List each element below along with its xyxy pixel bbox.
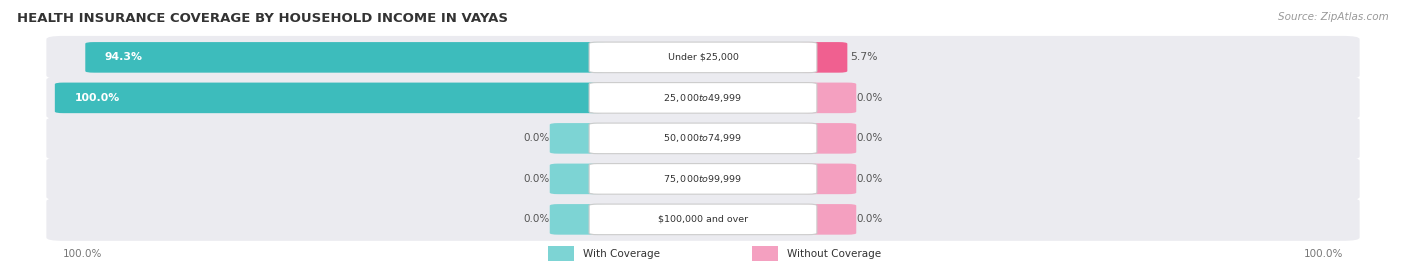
FancyBboxPatch shape [46,36,1360,79]
FancyBboxPatch shape [55,83,606,113]
Text: 0.0%: 0.0% [856,93,883,103]
FancyBboxPatch shape [752,246,778,261]
FancyBboxPatch shape [589,204,817,235]
Text: 0.0%: 0.0% [523,133,550,143]
FancyBboxPatch shape [800,164,856,194]
FancyBboxPatch shape [589,164,817,194]
Text: $100,000 and over: $100,000 and over [658,215,748,224]
FancyBboxPatch shape [46,117,1360,160]
FancyBboxPatch shape [46,157,1360,200]
FancyBboxPatch shape [800,83,856,113]
FancyBboxPatch shape [589,42,817,73]
FancyBboxPatch shape [548,246,574,261]
FancyBboxPatch shape [86,42,606,73]
FancyBboxPatch shape [46,76,1360,119]
FancyBboxPatch shape [800,204,856,235]
Text: $50,000 to $74,999: $50,000 to $74,999 [664,132,742,144]
Text: 0.0%: 0.0% [856,174,883,184]
FancyBboxPatch shape [550,164,606,194]
Text: 94.3%: 94.3% [105,52,143,62]
FancyBboxPatch shape [589,83,817,113]
Text: 0.0%: 0.0% [523,174,550,184]
FancyBboxPatch shape [800,42,848,73]
Text: 100.0%: 100.0% [1303,249,1343,259]
Text: 5.7%: 5.7% [851,52,877,62]
FancyBboxPatch shape [800,123,856,154]
Text: Without Coverage: Without Coverage [787,249,882,259]
Text: $25,000 to $49,999: $25,000 to $49,999 [664,92,742,104]
Text: HEALTH INSURANCE COVERAGE BY HOUSEHOLD INCOME IN VAYAS: HEALTH INSURANCE COVERAGE BY HOUSEHOLD I… [17,12,508,25]
Text: Source: ZipAtlas.com: Source: ZipAtlas.com [1278,12,1389,22]
FancyBboxPatch shape [550,204,606,235]
Text: $75,000 to $99,999: $75,000 to $99,999 [664,173,742,185]
FancyBboxPatch shape [589,123,817,154]
FancyBboxPatch shape [46,198,1360,241]
Text: With Coverage: With Coverage [583,249,661,259]
Text: 0.0%: 0.0% [856,133,883,143]
Text: Under $25,000: Under $25,000 [668,53,738,62]
Text: 0.0%: 0.0% [856,214,883,224]
Text: 0.0%: 0.0% [523,214,550,224]
FancyBboxPatch shape [550,123,606,154]
Text: 100.0%: 100.0% [75,93,120,103]
Text: 100.0%: 100.0% [63,249,103,259]
